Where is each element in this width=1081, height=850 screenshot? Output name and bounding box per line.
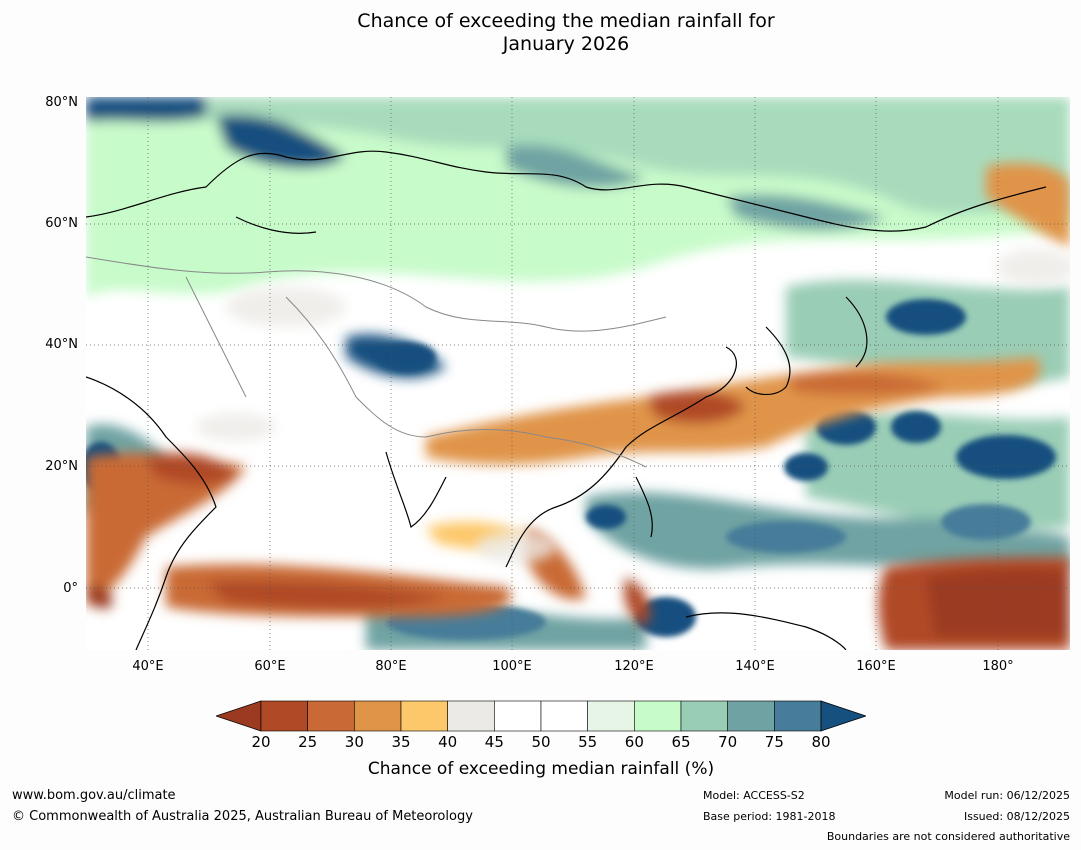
colorbar-swatch-75-80 (774, 700, 822, 732)
lat-label-60n: 60°N (45, 216, 78, 231)
issued-date: Issued: 08/12/2025 (963, 810, 1070, 823)
map-title: Chance of exceeding the median rainfall … (0, 10, 1081, 56)
colorbar-swatch-30-35 (354, 700, 402, 732)
model-name: Model: ACCESS-S2 (703, 789, 805, 802)
colorbar-tick-40: 40 (438, 733, 458, 751)
colorbar-tick-20: 20 (251, 733, 271, 751)
lon-label-120e: 120°E (614, 659, 654, 674)
model-run-date: Model run: 06/12/2025 (944, 789, 1070, 802)
rainfall-map-canvas (86, 97, 1070, 650)
colorbar-swatch-20-25 (260, 700, 308, 732)
rainfall-map (86, 97, 1070, 650)
colorbar-swatch-50-55 (540, 700, 588, 732)
colorbar-tick-30: 30 (344, 733, 364, 751)
colorbar-tick-80: 80 (811, 733, 831, 751)
lon-label-80e: 80°E (375, 659, 407, 674)
colorbar (216, 700, 866, 732)
colorbar-swatch-55-60 (587, 700, 635, 732)
colorbar-tick-45: 45 (484, 733, 504, 751)
colorbar-tick-65: 65 (671, 733, 691, 751)
lon-label-60e: 60°E (254, 659, 286, 674)
lon-label-40e: 40°E (132, 659, 164, 674)
colorbar-swatch-60-65 (634, 700, 682, 732)
colorbar-high-extension (820, 700, 866, 732)
colorbar-label: Chance of exceeding median rainfall (%) (367, 759, 715, 779)
colorbar-tick-55: 55 (578, 733, 598, 751)
colorbar-tick-75: 75 (764, 733, 784, 751)
lat-label-equator: 0° (63, 581, 78, 596)
lat-label-80n: 80°N (45, 95, 78, 110)
colorbar-swatch-40-45 (447, 700, 495, 732)
colorbar-swatch-65-70 (680, 700, 728, 732)
lon-label-180: 180° (982, 659, 1014, 674)
lon-label-140e: 140°E (735, 659, 775, 674)
lat-label-40n: 40°N (45, 337, 78, 352)
map-title-line-1: Chance of exceeding the median rainfall … (357, 10, 775, 32)
colorbar-ticks: 20 25 30 35 40 45 50 55 60 65 70 75 80 (0, 734, 1081, 752)
colorbar-swatch-45-50 (494, 700, 542, 732)
colorbar-swatch-25-30 (307, 700, 355, 732)
lon-label-160e: 160°E (856, 659, 896, 674)
boundary-disclaimer: Boundaries are not considered authoritat… (826, 830, 1070, 843)
colorbar-swatch-70-75 (727, 700, 775, 732)
colorbar-low-extension (216, 700, 262, 732)
colorbar-tick-70: 70 (718, 733, 738, 751)
base-period: Base period: 1981-2018 (703, 810, 836, 823)
website-link[interactable]: www.bom.gov.au/climate (12, 788, 176, 803)
colorbar-swatch-35-40 (400, 700, 448, 732)
map-title-line-2: January 2026 (502, 33, 630, 55)
colorbar-tick-60: 60 (624, 733, 644, 751)
copyright-text: © Commonwealth of Australia 2025, Austra… (12, 809, 473, 824)
colorbar-tick-35: 35 (391, 733, 411, 751)
colorbar-tick-50: 50 (531, 733, 551, 751)
lon-label-100e: 100°E (492, 659, 532, 674)
lat-label-20n: 20°N (45, 459, 78, 474)
colorbar-tick-25: 25 (298, 733, 318, 751)
